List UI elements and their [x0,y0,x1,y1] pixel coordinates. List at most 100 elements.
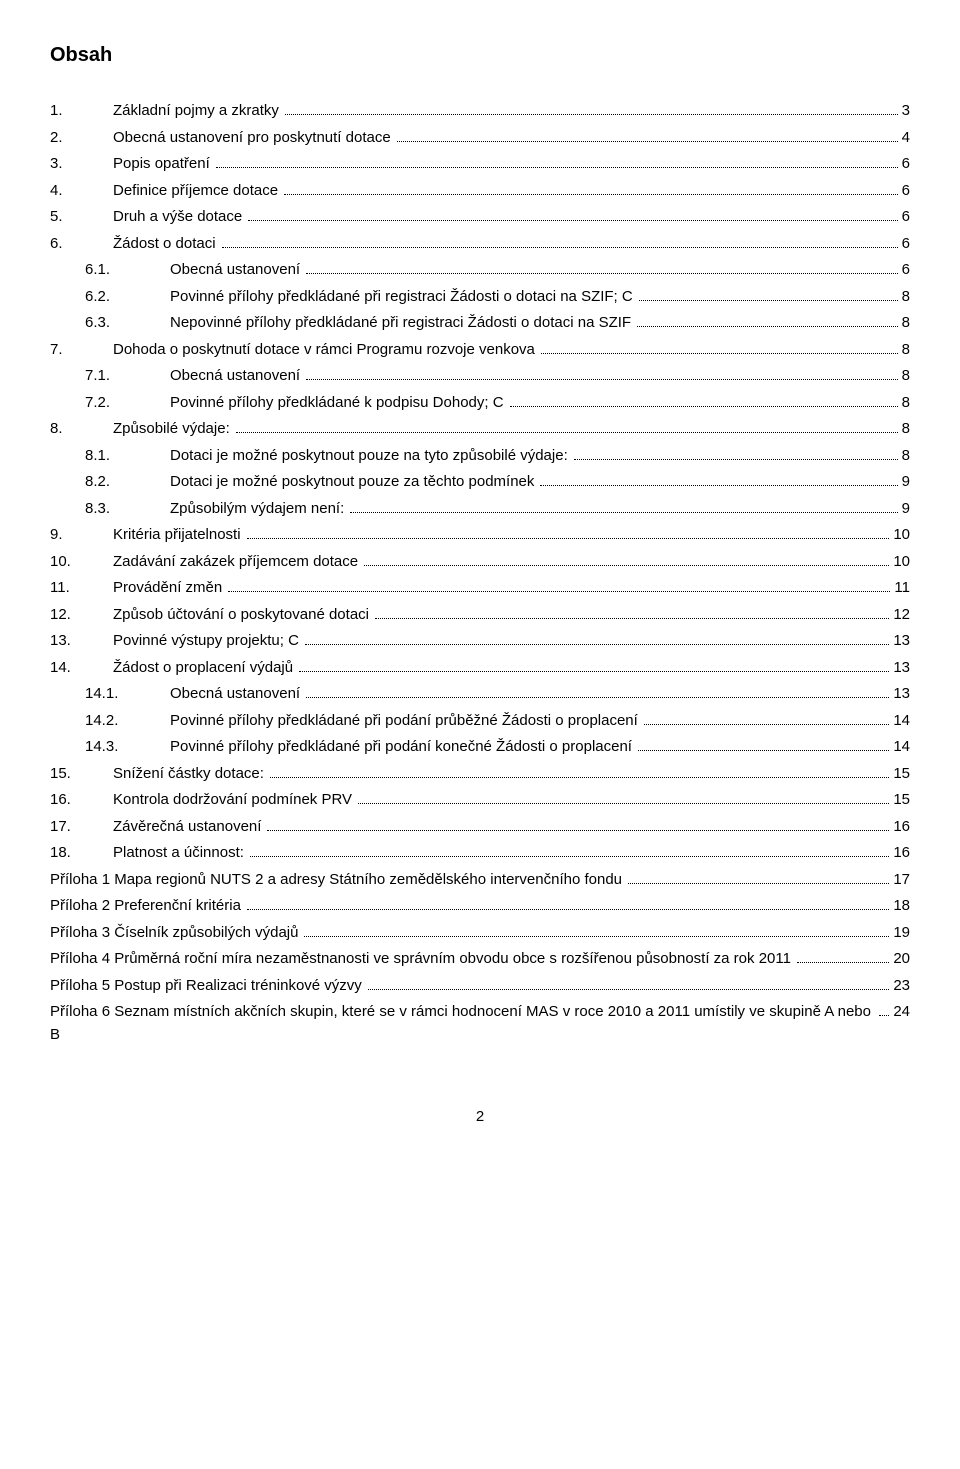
toc-entry-page: 10 [891,524,910,547]
toc-leader-dots [358,790,889,805]
toc-entry-page: 3 [900,100,910,123]
toc-entry-page: 9 [900,498,910,521]
toc-entry: 14.2.Povinné přílohy předkládané při pod… [50,710,910,733]
toc-entry-number: 14.3. [50,736,170,759]
toc-entry-text: Kontrola dodržování podmínek PRV [113,789,356,812]
toc-entry-number: 4. [50,180,113,203]
toc-leader-dots [285,101,898,116]
toc-entry-number: 6. [50,233,113,256]
toc-leader-dots [228,578,890,593]
toc-entry: 6.2.Povinné přílohy předkládané při regi… [50,286,910,309]
toc-entry-number: 7.2. [50,392,170,415]
toc-entry-text: Dotaci je možné poskytnout pouze na tyto… [170,445,572,468]
toc-entry-text: Kritéria přijatelnosti [113,524,245,547]
toc-entry-page: 14 [891,736,910,759]
toc-entry-number: 18. [50,842,113,865]
toc-entry: 10.Zadávání zakázek příjemcem dotace10 [50,551,910,574]
toc-entry: 9.Kritéria přijatelnosti 10 [50,524,910,547]
toc-entry-text: Platnost a účinnost: [113,842,248,865]
toc-leader-dots [375,604,889,619]
attachment-entry: Příloha 4 Průměrná roční míra nezaměstna… [50,948,910,971]
toc-entry: 5.Druh a výše dotace6 [50,206,910,229]
attachment-page: 24 [891,1001,910,1024]
toc-entry-text: Závěrečná ustanovení [113,816,265,839]
toc-entry-text: Žádost o proplacení výdajů [113,657,297,680]
toc-leader-dots [299,657,889,672]
toc-entry-text: Povinné přílohy předkládané při registra… [170,286,637,309]
toc-leader-dots [350,498,897,513]
toc-entry-text: Provádění změn [113,577,226,600]
toc-entry-text: Druh a výše dotace [113,206,246,229]
attachment-page: 23 [891,975,910,998]
toc-entry: 6.1.Obecná ustanovení 6 [50,259,910,282]
toc-entry-page: 6 [900,153,910,176]
toc-entry-text: Obecná ustanovení [170,259,304,282]
attachment-text: Příloha 1 Mapa regionů NUTS 2 a adresy S… [50,869,626,892]
toc-entry-number: 9. [50,524,113,547]
toc-entry-page: 8 [900,365,910,388]
attachment-text: Příloha 6 Seznam místních akčních skupin… [50,1001,877,1046]
toc-entry-number: 6.3. [50,312,170,335]
toc-entry: 8.Způsobilé výdaje:8 [50,418,910,441]
toc-leader-dots [305,631,889,646]
toc-leader-dots [644,710,890,725]
toc-entry-number: 15. [50,763,113,786]
toc-entry: 14.3.Povinné přílohy předkládané při pod… [50,736,910,759]
toc-entry-number: 13. [50,630,113,653]
toc-entry-text: Povinné přílohy předkládané k podpisu Do… [170,392,508,415]
toc-entry-text: Obecná ustanovení [170,683,304,706]
toc-leader-dots [574,445,898,460]
toc-entry-text: Definice příjemce dotace [113,180,282,203]
toc-entry-text: Obecná ustanovení pro poskytnutí dotace [113,127,395,150]
toc-entry-number: 8. [50,418,113,441]
toc-leader-dots [541,339,898,354]
toc-entry-text: Způsobilé výdaje: [113,418,234,441]
toc-entry-text: Povinné výstupy projektu; C [113,630,303,653]
toc-entry-text: Snížení částky dotace: [113,763,268,786]
toc-entry-page: 6 [900,259,910,282]
toc-leader-dots [879,1002,889,1017]
toc-entry: 6.3.Nepovinné přílohy předkládané při re… [50,312,910,335]
toc-entry-number: 17. [50,816,113,839]
toc-entry-number: 3. [50,153,113,176]
toc-leader-dots [510,392,898,407]
toc-entry: 7.1.Obecná ustanovení8 [50,365,910,388]
toc-entry-number: 1. [50,100,113,123]
toc-entry-number: 14. [50,657,113,680]
toc-leader-dots [222,233,898,248]
toc-entry-page: 8 [900,339,910,362]
toc-entry-text: Popis opatření [113,153,214,176]
toc-leader-dots [250,843,889,858]
toc-entry: 14.1.Obecná ustanovení13 [50,683,910,706]
attachment-text: Příloha 5 Postup při Realizaci tréninkov… [50,975,366,998]
page-title: Obsah [50,40,910,70]
toc-entry: 18.Platnost a účinnost:16 [50,842,910,865]
toc-entry-page: 16 [891,816,910,839]
toc-leader-dots [639,286,898,301]
toc-entry-page: 8 [900,312,910,335]
toc-leader-dots [247,896,889,911]
toc-leader-dots [306,260,898,275]
toc-leader-dots [797,949,889,964]
toc-entry-page: 6 [900,206,910,229]
toc-entry-number: 12. [50,604,113,627]
attachment-entry: Příloha 6 Seznam místních akčních skupin… [50,1001,910,1046]
toc-entry-number: 2. [50,127,113,150]
toc-list: 1.Základní pojmy a zkratky32.Obecná usta… [50,100,910,865]
toc-entry-page: 8 [900,445,910,468]
attachment-text: Příloha 3 Číselník způsobilých výdajů [50,922,302,945]
toc-entry-page: 15 [891,789,910,812]
toc-entry-text: Dotaci je možné poskytnout pouze za těch… [170,471,538,494]
attachment-entry: Příloha 5 Postup při Realizaci tréninkov… [50,975,910,998]
attachment-page: 19 [891,922,910,945]
toc-leader-dots [216,154,898,169]
toc-entry: 15.Snížení částky dotace:15 [50,763,910,786]
toc-entry-number: 6.1. [50,259,170,282]
toc-entry-text: Základní pojmy a zkratky [113,100,283,123]
toc-entry-number: 8.2. [50,471,170,494]
toc-leader-dots [306,684,889,699]
attachment-entry: Příloha 2 Preferenční kritéria18 [50,895,910,918]
attachment-entry: Příloha 3 Číselník způsobilých výdajů 19 [50,922,910,945]
toc-entry: 11.Provádění změn11 [50,577,910,600]
toc-entry-page: 8 [900,286,910,309]
